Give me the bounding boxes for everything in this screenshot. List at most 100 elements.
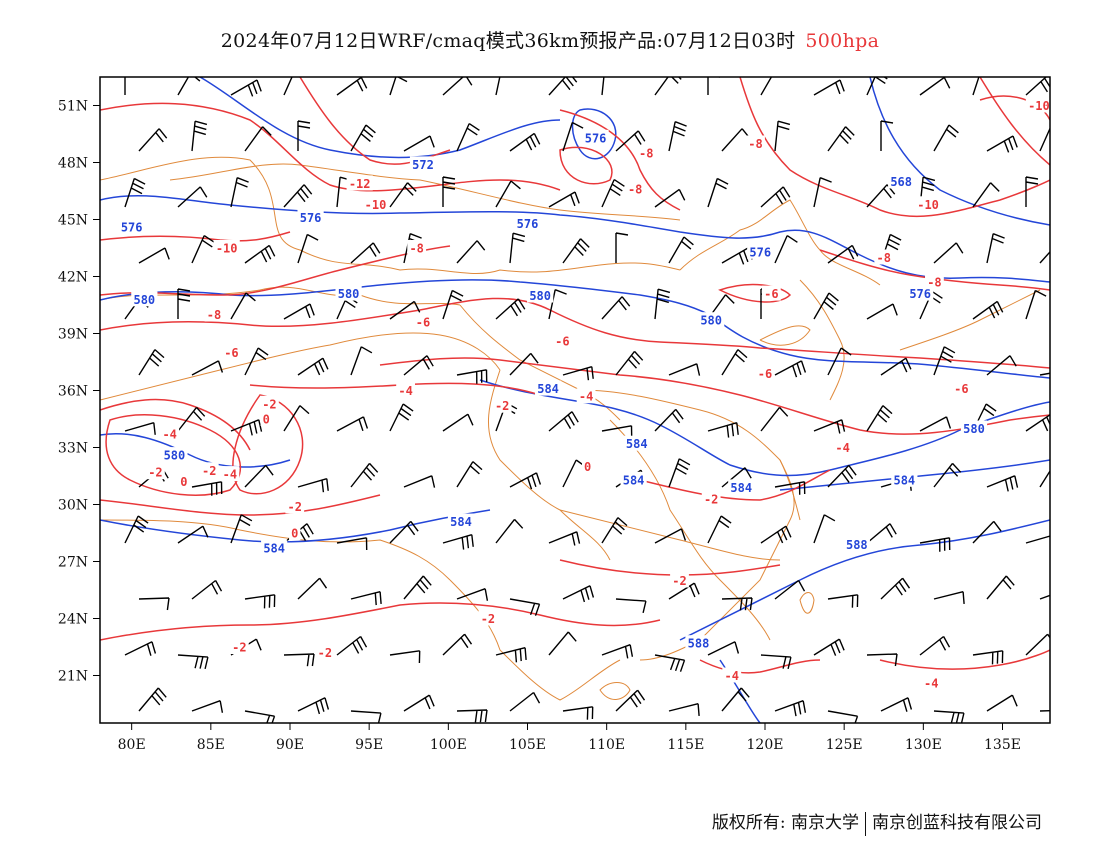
wind-barb <box>920 77 950 95</box>
wind-barb <box>139 129 167 151</box>
wind-barb <box>761 655 791 669</box>
y-axis: 51N48N45N42N39N36N33N30N27N24N21N <box>58 99 100 685</box>
wind-barb <box>245 595 275 609</box>
height-label: 580 <box>133 293 155 307</box>
wind-barb <box>404 576 431 599</box>
wind-barb <box>192 236 214 263</box>
wind-barb <box>563 239 589 263</box>
wind-barb <box>881 358 911 375</box>
y-tick-label: 21N <box>58 669 88 685</box>
wind-barb <box>1026 291 1046 320</box>
height-label: 588 <box>688 637 710 651</box>
wind-barb <box>549 532 580 546</box>
wind-barb <box>814 639 844 656</box>
temperature-label: -4 <box>725 669 739 683</box>
x-tick-label: 105E <box>509 737 546 753</box>
wind-barb <box>351 592 381 605</box>
wind-barb <box>987 695 1017 711</box>
wind-barb <box>125 423 155 435</box>
wind-barb <box>390 521 418 543</box>
temperature-label: 0 <box>180 475 187 489</box>
wind-barb <box>987 476 1018 492</box>
temp-contour-minus4-south <box>700 660 820 673</box>
temp-contour-minus8-right <box>740 77 1050 216</box>
temperature-label: -8 <box>877 251 891 265</box>
height-label: 580 <box>164 449 186 463</box>
mongolia-border <box>170 164 680 220</box>
temperature-label: -10 <box>917 198 939 212</box>
height-contour-572 <box>200 77 560 158</box>
x-tick-label: 135E <box>984 737 1021 753</box>
temperature-label: -10 <box>216 242 238 256</box>
wind-barb <box>722 129 750 151</box>
wind-barb <box>139 350 164 375</box>
x-tick-label: 85E <box>197 737 225 753</box>
temp-contour-minus2-mid <box>560 560 780 575</box>
wind-barb <box>920 637 950 656</box>
wind-barb <box>139 598 169 610</box>
temp-contour-minus10-west <box>100 103 560 190</box>
wind-barb <box>510 133 540 151</box>
wind-barb <box>496 299 525 319</box>
wind-barb <box>457 241 485 263</box>
wind-barb <box>1040 241 1068 263</box>
copyright-footer: 版权所有: 南京大学 南京创蓝科技有限公司 <box>712 808 1042 836</box>
temperature-label: -2 <box>481 612 495 626</box>
wind-barb <box>231 420 262 436</box>
x-tick-label: 90E <box>276 737 304 753</box>
wind-barb <box>775 701 805 716</box>
wind-barb <box>298 698 328 714</box>
temperature-label: -8 <box>748 137 762 151</box>
height-label: 584 <box>730 481 752 495</box>
wind-barb <box>814 178 832 207</box>
wind-barb <box>390 183 416 207</box>
wind-barb <box>351 125 375 151</box>
temperature-label: -6 <box>764 287 778 301</box>
y-tick-label: 27N <box>58 555 88 571</box>
wind-barb <box>761 69 785 95</box>
temperature-label: -2 <box>202 464 216 478</box>
temp-contour-minus4-se <box>880 650 1050 669</box>
wind-barb <box>390 404 413 431</box>
wind-barb <box>1040 710 1070 722</box>
wind-barb <box>284 304 314 319</box>
wind-barb <box>708 516 731 543</box>
wind-barb <box>298 121 310 151</box>
wind-barb <box>616 233 628 263</box>
temperature-label: -6 <box>416 316 430 330</box>
sw-border <box>450 580 620 700</box>
wind-barb <box>722 688 749 711</box>
wind-barb <box>178 655 208 669</box>
wind-barb <box>245 711 275 728</box>
wind-barb <box>192 482 222 496</box>
y-tick-label: 51N <box>58 99 88 115</box>
wind-barb <box>125 65 137 95</box>
x-tick-label: 115E <box>667 737 704 753</box>
temperature-label: -12 <box>349 177 371 191</box>
wind-barb <box>761 526 791 543</box>
height-label: 580 <box>338 287 360 301</box>
height-label: 588 <box>846 538 868 552</box>
wind-barb <box>125 179 145 208</box>
temperature-label: -6 <box>555 335 569 349</box>
wind-barb <box>669 237 693 263</box>
gansu-border <box>460 305 620 420</box>
wind-barb <box>404 136 434 151</box>
temperature-label: 0 <box>263 413 270 427</box>
height-label: 584 <box>623 473 645 487</box>
wind-barb <box>669 704 699 716</box>
temperature-label: -10 <box>365 198 387 212</box>
x-tick-label: 120E <box>747 737 784 753</box>
wind-barb <box>616 351 643 375</box>
wind-barb <box>139 248 169 263</box>
wind-barb <box>669 122 687 151</box>
wind-barb <box>655 409 683 431</box>
wind-barb <box>192 121 207 151</box>
wind-barb <box>563 586 593 602</box>
temperature-label: -4 <box>924 677 938 691</box>
wind-barb <box>867 524 896 543</box>
wind-barb <box>298 358 328 375</box>
wind-barb <box>457 710 487 722</box>
x-tick-label: 95E <box>355 737 383 753</box>
wind-barb <box>549 192 579 207</box>
